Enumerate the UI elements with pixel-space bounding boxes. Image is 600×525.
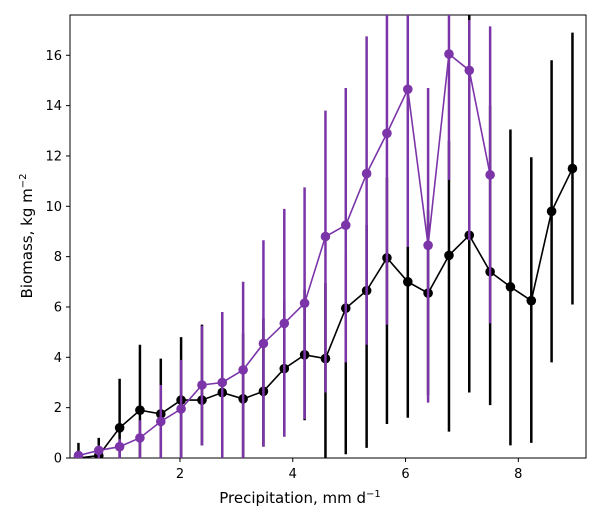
series-1-point-12: [320, 231, 331, 242]
y-tick-label-8: 16: [45, 49, 62, 64]
y-tick-label-1: 2: [54, 401, 62, 416]
series-1-point-8: [238, 365, 248, 375]
series-1-point-17: [423, 240, 433, 251]
series-1-point-4: [155, 416, 166, 427]
y-tick-label-7: 14: [45, 99, 62, 114]
series-1-point-16: [402, 84, 413, 95]
x-axis-label-unit-exponent: −1: [366, 489, 381, 500]
x-tick-label-2: 6: [401, 467, 409, 482]
y-tick-label-0: 0: [54, 452, 62, 467]
series-0-point-18: [444, 250, 454, 261]
series-1-point-9: [258, 338, 269, 349]
y-axis-label-unit-exponent: −2: [18, 174, 29, 189]
series-1-point-13: [340, 220, 351, 230]
x-tick-label-0: 2: [176, 467, 184, 482]
y-tick-label-3: 6: [54, 300, 62, 315]
series-1-point-1: [93, 445, 104, 456]
series-0-point-24: [567, 163, 578, 174]
y-tick-label-6: 12: [45, 149, 62, 164]
series-1-point-19: [464, 65, 475, 76]
series-1-point-10: [279, 318, 290, 329]
series-0-point-21: [505, 282, 516, 292]
y-axis-label: Biomass, kg m−2: [18, 174, 36, 299]
x-axis-ticks: 2 4 6 8: [176, 458, 522, 482]
series-0-point-3: [135, 405, 145, 415]
x-axis-label: Precipitation, mm d−1: [219, 489, 381, 507]
x-tick-label-1: 4: [289, 467, 297, 482]
y-tick-label-4: 8: [54, 250, 62, 265]
series-0-point-2: [114, 422, 125, 433]
series-0-point-16: [402, 277, 413, 287]
series-1-point-0: [73, 450, 84, 458]
series-1-point-14: [361, 168, 372, 179]
series-1-point-20: [485, 170, 495, 180]
y-axis-label-text: Biomass, kg m: [18, 188, 36, 298]
series-1-point-3: [135, 433, 145, 443]
series-0-point-23: [546, 206, 557, 217]
series-1-point-2: [114, 441, 125, 452]
series-1-point-6: [197, 380, 207, 390]
series-layer: [73, 15, 578, 458]
y-tick-label-2: 4: [54, 351, 62, 366]
series-1-point-5: [176, 404, 186, 414]
y-tick-label-5: 10: [45, 200, 62, 215]
series-1-point-7: [217, 377, 228, 388]
series-1-point-11: [299, 298, 310, 309]
series-1-point-18: [444, 49, 454, 59]
x-tick-label-3: 8: [514, 467, 522, 482]
series-0-point-22: [526, 295, 537, 306]
series-1: [73, 15, 495, 458]
series-1-point-15: [382, 128, 392, 139]
axes-frame: [69, 14, 587, 459]
x-axis-label-text: Precipitation, mm d: [219, 489, 366, 507]
plot-area: [69, 14, 587, 459]
y-axis-ticks: 0 2 4 6 8 10 12 14 16: [45, 49, 70, 467]
